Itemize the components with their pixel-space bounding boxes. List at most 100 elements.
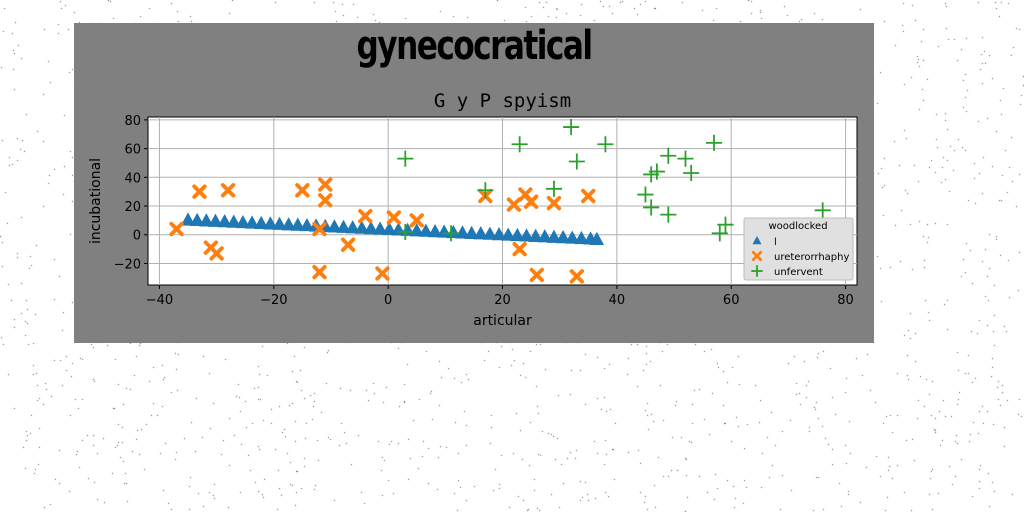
legend-label: unfervent [774, 267, 823, 278]
legend-entry: ureterorrhaphy [751, 250, 849, 263]
data-point [363, 221, 379, 235]
data-point [814, 202, 831, 219]
y-tick-label: 40 [124, 171, 141, 186]
data-point [528, 228, 543, 242]
data-point [192, 184, 207, 199]
y-tick-label: −20 [114, 257, 141, 272]
data-point [581, 188, 596, 204]
legend-marker [751, 265, 763, 277]
data-point [555, 230, 571, 244]
data-point [565, 230, 580, 244]
legend-entries: l ureterorrhaphy unfervent [751, 236, 849, 278]
y-tick-label: 0 [133, 229, 141, 244]
x-axis-ticks: −40 −20 0 20 40 60 80 [146, 285, 854, 308]
data-point [442, 225, 460, 242]
data-point [563, 119, 580, 136]
data-point [340, 237, 356, 252]
figure-suptitle: gynecocratical [356, 23, 593, 69]
data-point [446, 224, 461, 239]
data-point [501, 227, 516, 241]
data-point [209, 246, 224, 261]
data-point [506, 197, 522, 212]
y-tick-label: 80 [124, 114, 141, 129]
series-2 [169, 177, 596, 284]
data-point [427, 224, 443, 238]
data-point [312, 221, 327, 237]
data-point [272, 216, 287, 230]
legend-title: woodlocked [768, 221, 827, 232]
data-point [683, 164, 700, 182]
data-point [358, 208, 373, 224]
data-point [643, 199, 660, 216]
data-point [711, 225, 728, 242]
data-point [295, 183, 310, 198]
legend-marker [751, 250, 763, 262]
data-point [529, 267, 544, 283]
data-point [235, 214, 251, 229]
data-point [436, 224, 452, 238]
data-point [409, 223, 424, 237]
data-point [519, 228, 534, 242]
data-point [354, 220, 370, 234]
data-point [208, 213, 223, 227]
data-point [318, 193, 333, 208]
data-point [677, 150, 694, 167]
data-point [545, 180, 563, 197]
y-tick-label: 20 [124, 200, 141, 215]
data-point [568, 153, 585, 170]
data-point [220, 183, 236, 198]
data-point [375, 266, 390, 281]
data-point [217, 214, 232, 228]
x-tick-label: 60 [723, 293, 740, 308]
y-axis-label: incubational [88, 158, 104, 244]
data-point [254, 215, 269, 230]
data-point [546, 229, 562, 243]
data-point [312, 264, 327, 280]
data-point [180, 212, 196, 226]
data-point [511, 136, 528, 153]
x-tick-label: −20 [260, 293, 287, 308]
data-point [386, 210, 402, 225]
legend-entry: unfervent [751, 265, 823, 278]
data-point [482, 226, 498, 240]
data-point [336, 219, 351, 233]
data-point [244, 215, 260, 229]
data-point [281, 217, 296, 231]
data-point [648, 163, 665, 180]
data-point [473, 226, 488, 240]
data-point [477, 182, 494, 199]
data-point [327, 219, 342, 233]
data-point [717, 216, 734, 233]
data-point [226, 214, 241, 228]
data-point [455, 225, 470, 239]
data-marks [169, 119, 831, 284]
data-point [397, 223, 414, 240]
x-tick-label: 0 [384, 293, 392, 308]
legend-entry: l [752, 236, 777, 248]
data-point [546, 195, 562, 211]
x-tick-label: −40 [146, 293, 173, 308]
series-3 [397, 119, 831, 242]
data-point [523, 194, 539, 209]
y-axis-ticks: −20 0 20 40 60 80 [114, 114, 148, 272]
series-1 [180, 212, 605, 245]
data-point [189, 212, 205, 227]
data-point [464, 225, 479, 239]
data-point [537, 229, 553, 243]
data-point [510, 227, 525, 242]
data-point [263, 216, 278, 230]
x-axis-label: articular [473, 313, 532, 329]
data-point [397, 150, 414, 167]
data-point [569, 269, 585, 284]
data-point [199, 213, 214, 227]
data-point [372, 221, 388, 235]
data-point [409, 213, 424, 228]
y-tick-label: 60 [124, 143, 141, 158]
data-point [574, 230, 589, 245]
data-point [299, 217, 315, 232]
legend-box [743, 217, 854, 281]
x-tick-label: 40 [609, 293, 626, 308]
data-point [706, 134, 723, 151]
data-point [589, 231, 605, 245]
data-point [491, 227, 507, 241]
